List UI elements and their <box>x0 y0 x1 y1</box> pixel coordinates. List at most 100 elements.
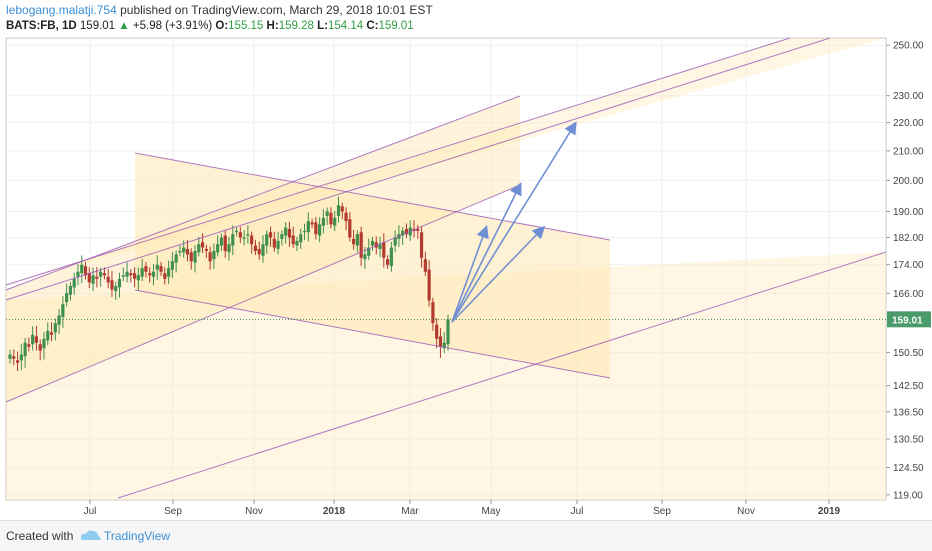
candle-body <box>76 271 80 277</box>
candle-body <box>310 222 314 225</box>
candle-body <box>189 252 193 262</box>
candle-body <box>114 286 118 292</box>
tradingview-cloud-icon <box>80 530 101 540</box>
candle-body <box>57 315 61 325</box>
y-tick-label: 119.00 <box>893 490 923 501</box>
candle-body <box>72 278 76 288</box>
candle-body <box>382 242 386 258</box>
y-tick-label: 166.00 <box>893 289 924 300</box>
candle-body <box>38 344 42 351</box>
candle-body <box>265 234 269 246</box>
close-value: 159.01 <box>378 20 414 32</box>
candle-body <box>102 273 106 276</box>
candle-body <box>200 242 205 248</box>
candle-body <box>174 254 178 263</box>
candle-body <box>208 252 212 262</box>
candle-body <box>442 342 446 349</box>
y-tick-label: 210.00 <box>893 146 924 157</box>
candle-body <box>148 273 152 276</box>
candle-body <box>83 266 88 276</box>
candle-body <box>325 211 329 216</box>
candle-body <box>257 248 261 255</box>
projection-arrow <box>451 182 522 323</box>
candle-body <box>302 230 307 233</box>
projection-arrow <box>451 224 489 323</box>
price-chart[interactable]: Jul Sep Nov 2018 Mar May Jul Sep Nov 2019 119.00 12… <box>0 0 932 520</box>
x-tick-label: 2018 <box>323 506 346 517</box>
high-label: H: <box>266 20 279 32</box>
candle-body <box>431 302 435 324</box>
last-price-tag-label: 159.01 <box>892 315 923 326</box>
candle-body <box>53 323 57 333</box>
candle-body <box>227 244 231 253</box>
y-tick-label: 230.00 <box>893 91 924 102</box>
candle-body <box>314 222 318 235</box>
y-tick-label: 150.50 <box>893 348 924 359</box>
candle-body <box>438 336 443 347</box>
candle-body <box>363 254 367 260</box>
candle-body <box>216 244 220 253</box>
axes-layer: Jul Sep Nov 2018 Mar May Jul Sep Nov 2019 119.00 12… <box>84 41 931 517</box>
candle-body <box>419 232 424 258</box>
y-tick-label: 220.00 <box>893 118 924 129</box>
candle-body <box>185 248 190 255</box>
candle-body <box>340 206 344 212</box>
last-price: 159.01 <box>79 20 116 32</box>
candle-body <box>166 268 171 277</box>
candle-body <box>416 228 420 231</box>
candle-body <box>291 235 295 245</box>
parallel-channel-mid <box>5 37 831 301</box>
x-tick-label: May <box>482 506 501 517</box>
author-link[interactable]: lebogang.malatji.754 <box>6 3 117 17</box>
candle-body <box>435 324 439 339</box>
rising-channel-lower <box>5 184 521 403</box>
candle-body <box>344 212 348 222</box>
candle-body <box>42 338 46 349</box>
plot-frame <box>5 37 887 501</box>
tradingview-link[interactable]: TradingView <box>104 529 171 543</box>
low-value: 154.14 <box>327 20 364 32</box>
candle-body <box>427 269 431 301</box>
candle-body <box>49 332 54 335</box>
candle-body <box>31 334 35 345</box>
candle-body <box>268 232 273 238</box>
last-price-tag <box>887 311 931 328</box>
y-tick-label: 142.50 <box>893 381 924 392</box>
parallel-channel-fill <box>6 38 886 500</box>
candle-body <box>182 247 186 253</box>
candle-body <box>446 319 450 345</box>
candle-body <box>321 217 325 226</box>
x-tick-label: 2019 <box>818 506 841 517</box>
parallel-channel-lower <box>117 251 887 499</box>
high-value: 159.28 <box>278 20 314 32</box>
candle-body <box>284 227 288 236</box>
candle-body <box>352 238 356 245</box>
x-tick-label: Sep <box>164 506 182 517</box>
candle-body <box>272 238 276 248</box>
candle-body <box>19 354 23 361</box>
parallel-channel-upper <box>5 37 791 286</box>
low-label: L: <box>317 20 328 32</box>
candle-body <box>23 342 27 357</box>
candle-body <box>234 230 239 233</box>
candle-body <box>287 228 292 238</box>
candle-body <box>136 275 140 281</box>
candle-body <box>223 235 227 251</box>
candle-body <box>295 240 299 246</box>
candle-body <box>204 248 208 251</box>
candle-body <box>389 247 393 267</box>
candle-body <box>27 344 31 347</box>
candle-body <box>401 230 405 236</box>
candle-body <box>367 247 371 256</box>
candle-body <box>110 280 114 290</box>
x-tick-label: Nov <box>245 506 263 517</box>
published-text: published on TradingView.com, March 29, … <box>120 3 433 17</box>
x-tick-label: Jul <box>571 506 584 517</box>
candle-body <box>117 278 122 288</box>
candle-body <box>242 237 246 239</box>
x-tick-label: Jul <box>84 506 97 517</box>
x-tick-label: Mar <box>401 506 419 517</box>
quote-line: BATS:FB, 1D 159.01 ▲ +5.98 (+3.91%) O:15… <box>6 20 414 32</box>
projection-arrow <box>451 121 577 323</box>
candle-body <box>276 240 280 249</box>
